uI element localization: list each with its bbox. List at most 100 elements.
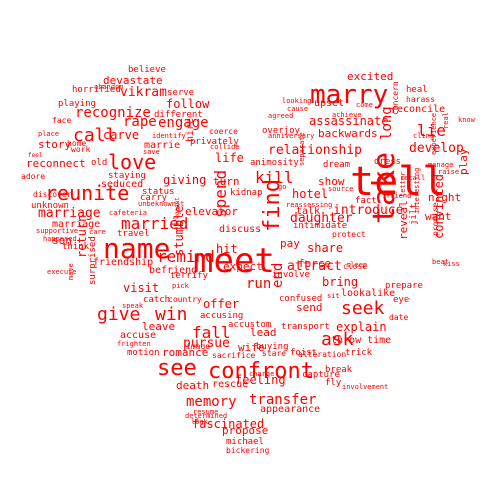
cloud-word: face <box>52 116 72 125</box>
cloud-word: real <box>442 112 450 129</box>
cloud-word: buying <box>256 342 289 352</box>
cloud-word: close <box>343 262 368 271</box>
cloud-word: fact <box>355 196 377 206</box>
cloud-word: accusing <box>200 311 244 321</box>
cloud-word: turn <box>213 175 240 188</box>
cloud-word: discover <box>33 190 72 199</box>
cloud-word: offer <box>203 297 240 311</box>
cloud-word: serve <box>167 88 195 98</box>
cloud-word: confused <box>279 294 323 304</box>
cloud-word: transport <box>281 322 330 332</box>
cloud-word: coerce <box>209 127 238 136</box>
cloud-word: name <box>103 232 171 265</box>
cloud-word: rape <box>123 114 157 130</box>
cloud-word: image <box>186 342 211 351</box>
cloud-word: kiss <box>443 260 460 268</box>
cloud-word: privately <box>190 137 239 147</box>
cloud-word: throw time <box>331 335 392 346</box>
cloud-word: talk <box>296 206 321 217</box>
cloud-word: lie <box>417 121 446 140</box>
cloud-word: adore <box>21 172 46 181</box>
cloud-word: propose <box>222 424 269 437</box>
cloud-word: kill <box>255 168 294 187</box>
cloud-word: determined <box>185 412 228 420</box>
cloud-word: accustom <box>228 320 272 330</box>
cloud-word: expect <box>223 260 263 273</box>
cloud-word: romance <box>162 346 209 359</box>
cloud-word: backwards <box>318 127 378 140</box>
cloud-word: night <box>428 191 462 204</box>
cloud-word: frighten <box>117 340 151 348</box>
cloud-word: reassessing <box>286 201 333 209</box>
cloud-word: daughter <box>290 211 353 226</box>
cloud-word: engage <box>158 115 209 131</box>
cloud-word: play <box>457 148 470 176</box>
cloud-word: look <box>191 418 208 426</box>
cloud-word: animosity <box>250 158 299 168</box>
cloud-word: lookalike <box>341 288 396 299</box>
cloud-word: happened <box>43 235 77 243</box>
cloud-word: bickering <box>226 446 270 455</box>
cloud-word: prepare <box>385 281 423 291</box>
cloud-word: vikram <box>120 85 167 100</box>
cloud-word: dream <box>323 160 351 170</box>
cloud-word: involvement <box>342 383 389 391</box>
cloud-word: story <box>38 138 72 151</box>
cloud-word: excited <box>347 70 394 83</box>
cloud-word: pregnant <box>174 197 181 226</box>
cloud-word: cafeteria <box>109 209 147 217</box>
cloud-word: show <box>318 175 345 188</box>
cloud-word: intimidate <box>293 221 348 231</box>
cloud-word: horrified <box>72 85 121 95</box>
cloud-word: pay <box>280 237 300 250</box>
cloud-word: send <box>296 301 323 314</box>
cloud-word: cause <box>287 105 309 113</box>
cloud-word: looking <box>282 97 312 105</box>
cloud-word: anniversary <box>268 132 315 140</box>
cloud-word: marry <box>310 80 389 110</box>
cloud-word: overjoy <box>262 126 300 136</box>
cloud-word: break <box>325 365 353 375</box>
cloud-word: sleep <box>346 261 368 269</box>
cloud-word: meet <box>193 241 275 281</box>
cloud-word: recall <box>400 174 426 182</box>
cloud-word: upset <box>314 98 345 109</box>
cloud-word: memory <box>186 394 237 410</box>
cloud-word: come <box>356 101 373 109</box>
cloud-word: beat <box>432 258 449 266</box>
cloud-word: call <box>73 125 117 146</box>
cloud-word: attract <box>287 259 342 274</box>
cloud-word: friendship <box>93 257 154 268</box>
cloud-word: cling <box>413 132 435 140</box>
cloud-word: speak <box>122 302 144 310</box>
cloud-word: reunite <box>45 181 130 205</box>
cloud-word: force <box>298 257 332 270</box>
cloud-word: married <box>121 214 189 233</box>
cloud-word: manage <box>428 161 454 169</box>
cloud-word: identify <box>152 132 186 140</box>
cloud-word: involve <box>272 270 310 280</box>
cloud-word: reconcile <box>391 104 446 115</box>
cloud-word: hit <box>216 242 238 256</box>
cloud-word: reconnect <box>26 157 86 170</box>
cloud-word: relationship <box>268 143 362 158</box>
cloud-word: hotel <box>292 187 329 201</box>
cloud-word: pursue <box>183 336 230 351</box>
cloud-word: feeling <box>235 373 286 387</box>
cloud-word: visit <box>123 281 160 295</box>
cloud-word: seduced <box>101 179 144 190</box>
cloud-word: devastate <box>103 74 163 87</box>
cloud-word: promise <box>431 202 440 236</box>
cloud-word: eye <box>393 295 410 305</box>
cloud-word: trick <box>345 348 373 358</box>
cloud-word: work <box>71 145 91 154</box>
cloud-word: follow <box>166 97 210 111</box>
cloud-word: surprised <box>88 236 98 285</box>
cloud-word: carve <box>103 128 140 142</box>
cloud-word: michael <box>226 437 264 447</box>
cloud-word: place <box>38 130 60 138</box>
cloud-word: collide <box>210 143 240 151</box>
cloud-word: appearance <box>260 404 321 415</box>
cloud-word: explain <box>336 320 387 334</box>
